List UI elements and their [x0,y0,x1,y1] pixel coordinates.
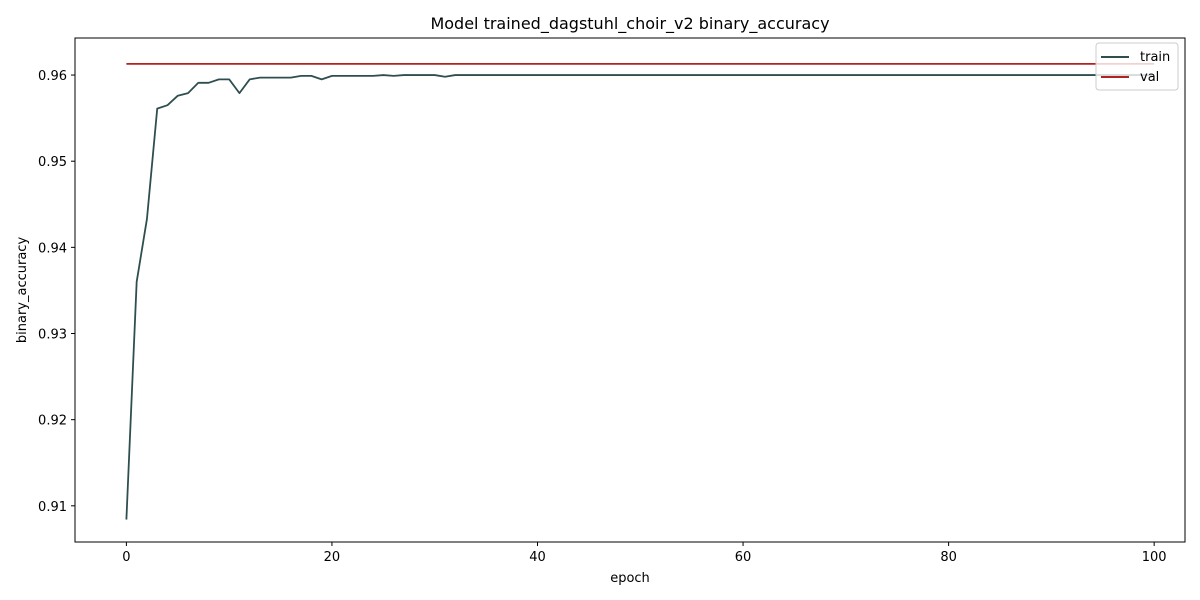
x-tick-label: 40 [529,550,546,565]
x-tick-label: 80 [940,550,957,565]
y-axis: 0.91 0.92 0.93 0.94 0.95 0.96 [38,69,75,515]
chart-title: Model trained_dagstuhl_choir_v2 binary_a… [430,14,829,34]
x-tick-label: 60 [735,550,752,565]
y-axis-title: binary_accuracy [15,237,30,344]
y-tick-label: 0.92 [38,414,67,429]
plot-lines [125,62,1155,520]
legend-label-val: val [1140,70,1159,85]
y-tick-label: 0.95 [38,155,67,170]
legend-box [1095,42,1179,91]
x-tick-label: 20 [324,550,341,565]
series-line-train [125,74,1155,520]
plot-frame [74,37,1186,543]
x-tick-label: 0 [122,550,130,565]
legend: train val [1095,42,1179,91]
y-tick-label: 0.91 [38,500,67,515]
y-tick-label: 0.96 [38,69,67,84]
x-axis-title: epoch [610,571,650,586]
x-axis: 0 20 40 60 80 100 [122,542,1167,565]
legend-label-train: train [1140,50,1170,65]
x-tick-label: 100 [1142,550,1167,565]
y-tick-label: 0.94 [38,241,67,256]
y-tick-label: 0.93 [38,328,67,343]
